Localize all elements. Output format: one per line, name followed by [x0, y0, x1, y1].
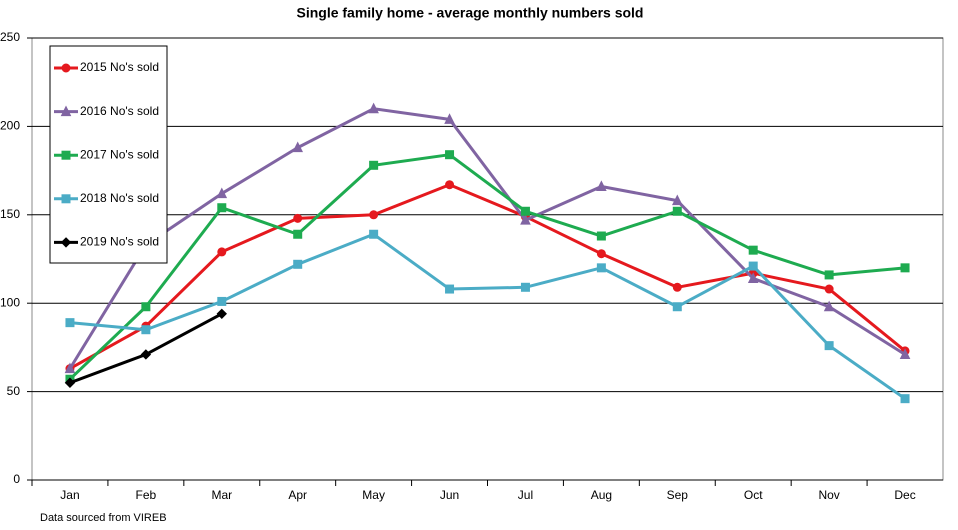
data-point — [824, 270, 834, 280]
footnote: Data sourced from VIREB — [40, 512, 167, 524]
data-point — [445, 150, 455, 160]
y-tick-label: 50 — [7, 384, 21, 398]
data-point — [520, 213, 531, 225]
y-tick-label: 0 — [13, 472, 20, 486]
x-tick-label: Sep — [667, 488, 689, 502]
chart-title: Single family home - average monthly num… — [297, 5, 644, 21]
x-tick-label: Jun — [440, 488, 459, 502]
legend-label: 2015 No's sold — [80, 60, 159, 74]
x-tick-label: Aug — [591, 488, 612, 502]
data-point — [140, 349, 152, 360]
data-point — [369, 210, 379, 220]
data-point — [672, 282, 682, 292]
legend-marker — [61, 194, 71, 204]
x-tick-label: May — [362, 488, 385, 502]
x-tick-label: Jan — [60, 488, 79, 502]
data-point — [596, 263, 606, 273]
data-point — [520, 282, 530, 292]
data-point — [824, 341, 834, 351]
data-point — [672, 206, 682, 216]
data-point — [671, 194, 683, 206]
data-point — [445, 180, 455, 190]
x-tick-label: Apr — [288, 488, 307, 502]
x-tick-label: Oct — [744, 488, 763, 502]
legend-label: 2018 No's sold — [80, 191, 159, 205]
data-point — [216, 308, 227, 320]
legend-marker — [60, 105, 72, 117]
x-tick-label: Mar — [211, 488, 232, 502]
y-tick-label: 250 — [0, 30, 20, 44]
y-tick-label: 150 — [0, 207, 20, 221]
data-point — [748, 245, 758, 255]
data-point — [64, 377, 76, 388]
series-line — [69, 232, 906, 400]
plot-area — [31, 37, 944, 481]
data-point — [747, 272, 759, 283]
series-line — [68, 107, 906, 370]
data-point — [444, 113, 455, 124]
data-point — [293, 259, 303, 269]
legend-label: 2017 No's sold — [80, 147, 159, 161]
data-point — [596, 180, 607, 192]
x-tick-label: Dec — [894, 488, 915, 502]
data-point — [369, 229, 379, 239]
data-point — [293, 213, 303, 223]
data-point — [596, 249, 606, 259]
data-point — [900, 394, 910, 404]
data-point — [520, 206, 530, 216]
legend-label: 2016 No's sold — [80, 104, 159, 118]
data-point — [823, 300, 835, 312]
data-point — [369, 160, 379, 170]
data-point — [292, 141, 304, 153]
series-line — [69, 183, 906, 370]
x-tick-label: Feb — [136, 488, 157, 502]
legend-marker — [61, 150, 71, 160]
y-tick-label: 100 — [0, 295, 20, 309]
legend-label: 2019 No's sold — [80, 235, 159, 249]
data-point — [141, 325, 151, 335]
data-point — [445, 284, 455, 294]
data-point — [217, 296, 227, 306]
data-point — [64, 362, 76, 374]
data-point — [748, 261, 758, 271]
data-point — [216, 187, 228, 199]
legend-marker — [61, 63, 71, 73]
data-point — [596, 231, 606, 241]
y-tick-label: 200 — [0, 119, 20, 133]
data-point — [899, 348, 911, 359]
series-line — [68, 153, 906, 381]
x-tick-label: Jul — [518, 488, 533, 502]
data-point — [900, 263, 910, 273]
x-tick-label: Nov — [818, 488, 839, 502]
data-point — [141, 302, 151, 312]
data-point — [672, 302, 682, 312]
data-point — [65, 318, 75, 328]
data-point — [824, 284, 834, 294]
legend-marker — [60, 237, 72, 248]
data-point — [293, 229, 303, 239]
data-point — [368, 102, 379, 114]
data-point — [217, 247, 227, 257]
data-point — [217, 203, 227, 213]
